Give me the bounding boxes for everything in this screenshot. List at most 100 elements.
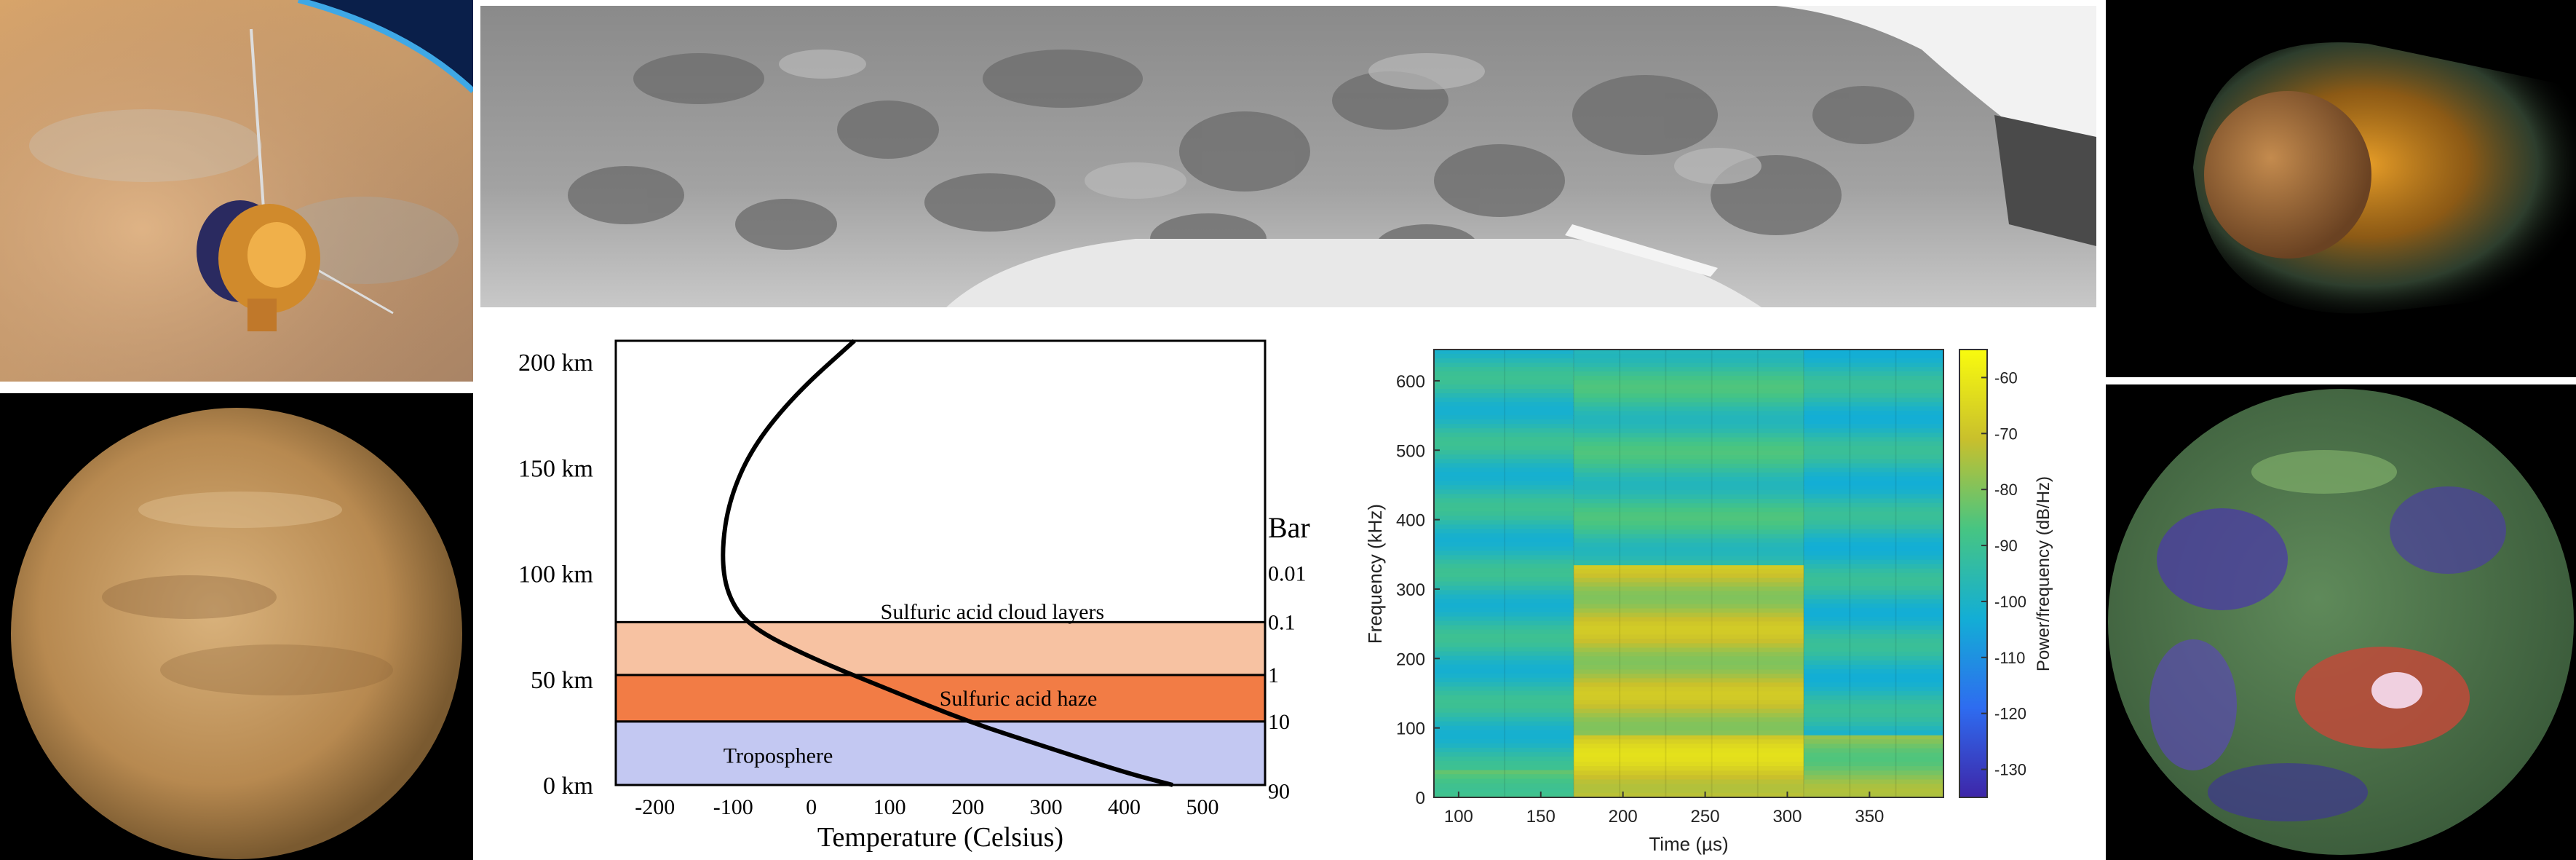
spectrogram-cell — [1573, 735, 1804, 740]
spectrogram-cell — [1573, 656, 1804, 661]
spectrogram-cell — [1573, 687, 1804, 692]
spectrogram-cell — [1434, 572, 1574, 578]
spectrogram-cell — [1804, 411, 1943, 416]
colorbar-tick: -80 — [1994, 481, 2018, 499]
spectrogram-cell — [1573, 770, 1804, 776]
spectrogram-cell — [1434, 524, 1574, 529]
temperature-tick: 100 — [873, 795, 906, 819]
temperature-tick: 500 — [1186, 795, 1219, 819]
spectrogram-cell — [1434, 778, 1574, 784]
spectrogram-cell — [1434, 511, 1574, 516]
spectrogram-cell — [1434, 454, 1574, 459]
spectrogram-cell — [1434, 607, 1574, 613]
spectrogram-cell — [1573, 766, 1804, 771]
spectrogram-cell — [1573, 481, 1804, 486]
time-tick-labels: 100 150 200 250 300 350 — [1444, 792, 1884, 827]
spectrogram-cell — [1804, 419, 1943, 425]
spectrogram-cell — [1573, 779, 1804, 785]
temperature-tick: 300 — [1030, 795, 1063, 819]
spectrogram-cell — [1573, 384, 1804, 390]
spectrogram-cell — [1573, 503, 1804, 508]
spectrogram-cell — [1434, 476, 1574, 481]
spectrogram-cell — [1573, 704, 1804, 709]
spectrogram-cell — [1434, 371, 1574, 376]
spectrogram-cell — [1573, 411, 1804, 417]
spectrogram-cell — [1804, 594, 1943, 600]
spectrogram-cell — [1434, 585, 1574, 591]
spectrogram-cell — [1804, 678, 1943, 683]
spectrogram-cell — [1804, 476, 1943, 482]
spectrogram-cell — [1804, 577, 1943, 583]
spectrogram-cell — [1434, 433, 1574, 438]
spectrogram-cell — [1573, 630, 1804, 636]
spectrogram-cell — [1804, 472, 1943, 477]
temperature-tick-labels: -200 -100 0 100 200 300 400 500 — [635, 795, 1218, 819]
spectrogram-svg: 100 150 200 250 300 350 0 100 200 300 400 500 600 T… — [1364, 349, 2053, 855]
spectrogram-cell — [1804, 620, 1943, 626]
spectrogram-cell — [1434, 450, 1574, 455]
spectrogram-cell — [1573, 406, 1804, 412]
spectrogram-cell — [1573, 363, 1804, 368]
spectrogram-cell — [1434, 428, 1574, 433]
spectrogram-cell — [1573, 376, 1804, 381]
time-tick: 100 — [1444, 807, 1473, 827]
spectrogram-cell — [1573, 367, 1804, 372]
spectrogram-cell — [1804, 779, 1943, 785]
spectrogram-cell — [1573, 669, 1804, 674]
spectrogram-cell — [1804, 498, 1943, 504]
spectrogram-cell — [1434, 686, 1574, 692]
spectrogram-cell — [1573, 354, 1804, 359]
spectrogram-cell — [1804, 625, 1943, 631]
spectrogram-cell — [1804, 568, 1943, 574]
spectrogram-cell — [1804, 533, 1943, 539]
spectrogram-cell — [1573, 556, 1804, 561]
spectrogram-cell — [1804, 572, 1943, 578]
spectrogram-cell — [1804, 603, 1943, 609]
spectrogram-cell — [1573, 441, 1804, 447]
spectrogram-cell — [1434, 437, 1574, 442]
spectrogram-cell — [1804, 638, 1943, 644]
spectrogram-cell — [1804, 428, 1943, 433]
time-axis-label: Time (µs) — [1649, 833, 1728, 855]
colorbar-tick-labels: -60 -70 -80 -90 -100 -110 -120 -130 — [1981, 368, 2026, 779]
spectrogram-cell — [1573, 678, 1804, 683]
spectrogram-cell — [1434, 389, 1574, 394]
spectrogram-cell — [1573, 398, 1804, 403]
spectrogram-cell — [1434, 363, 1574, 368]
spectrogram-cell — [1434, 599, 1574, 604]
spectrogram-cell — [1573, 695, 1804, 701]
frequency-axis-label: Frequency (kHz) — [1364, 504, 1386, 644]
spectrogram-cell — [1573, 599, 1804, 605]
spectrogram-cell — [1804, 450, 1943, 455]
spectrogram-cell — [1434, 393, 1574, 398]
spectrogram-cell — [1804, 673, 1943, 679]
spectrogram-cell — [1573, 543, 1804, 548]
spectrogram-cell — [1804, 350, 1943, 355]
spectrogram-cell — [1434, 468, 1574, 473]
spectrogram-cell — [1434, 354, 1574, 359]
spectrogram-cell — [1804, 634, 1943, 639]
colorbar-tick: -60 — [1994, 368, 2018, 387]
spectrogram-cell — [1434, 638, 1574, 644]
spectrogram-cell — [1573, 775, 1804, 781]
altitude-tick: 200 km — [518, 350, 593, 376]
spectrogram-cell — [1434, 551, 1574, 556]
frequency-tick: 100 — [1396, 719, 1425, 739]
spectrogram-cell — [1434, 481, 1574, 486]
spectrogram-cell — [1434, 533, 1574, 538]
spectrogram-cell — [1573, 652, 1804, 657]
surface-panorama — [480, 6, 2096, 307]
colorbar-tick: -100 — [1994, 593, 2026, 611]
spectrogram-cell — [1804, 459, 1943, 464]
spectrogram-cell — [1434, 568, 1574, 574]
spectrogram-cell — [1434, 734, 1574, 740]
spectrogram-cell — [1804, 371, 1943, 376]
spectrogram-cell — [1804, 660, 1943, 666]
colorbar-tick: -110 — [1994, 649, 2025, 667]
spectrogram-cell — [1573, 591, 1804, 596]
spectrogram-cell — [1804, 743, 1943, 749]
spectrogram-cell — [1573, 521, 1804, 526]
spectrogram-cell — [1804, 415, 1943, 420]
spectrogram-cell — [1573, 752, 1804, 758]
layer-bands: Sulfuric acid cloud layers Sulfuric acid … — [614, 600, 1267, 786]
